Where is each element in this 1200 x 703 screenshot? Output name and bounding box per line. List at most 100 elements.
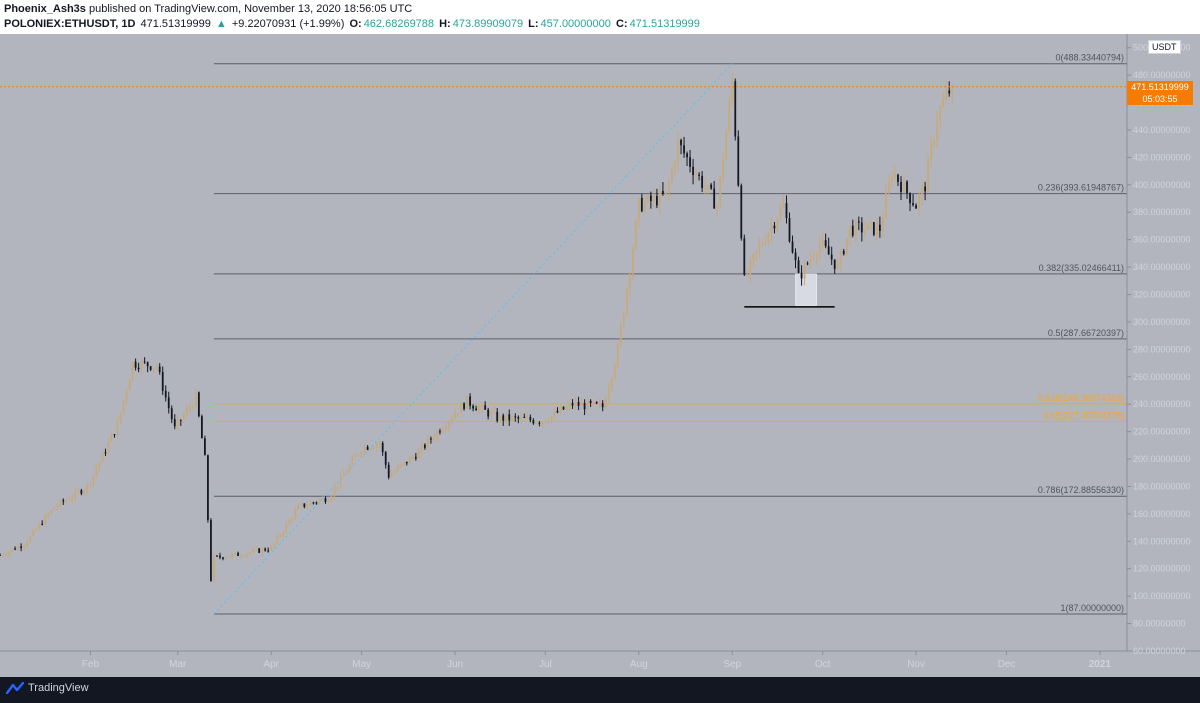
- candle-body: [704, 187, 707, 189]
- candle-body: [716, 205, 719, 209]
- candle-body: [375, 444, 378, 448]
- candles: [0, 73, 954, 583]
- candle-body: [336, 486, 339, 488]
- candle-body: [770, 225, 773, 234]
- tradingview-logo-icon: [6, 682, 24, 694]
- candle-body: [613, 365, 616, 378]
- candle-body: [430, 438, 432, 440]
- candle-body: [219, 555, 221, 558]
- x-tick-label: Apr: [263, 659, 279, 670]
- y-tick-label: 380.00000000: [1133, 207, 1191, 217]
- candle-body: [20, 546, 22, 548]
- candle-body: [559, 406, 562, 413]
- candle-body: [677, 139, 679, 163]
- candle-body: [387, 464, 390, 478]
- candle-body: [300, 503, 303, 505]
- candle-body: [258, 548, 261, 553]
- candle-body: [50, 509, 53, 514]
- candle-body: [761, 243, 764, 245]
- candle-body: [155, 366, 158, 368]
- tradingview-logo[interactable]: TradingView: [6, 682, 89, 694]
- candle-body: [445, 426, 447, 430]
- candle-body: [414, 456, 417, 459]
- candle-body: [915, 205, 917, 209]
- candle-body: [788, 217, 791, 242]
- candle-body: [782, 203, 785, 209]
- open-label: O:: [349, 18, 362, 30]
- candle-body: [8, 551, 10, 555]
- candle-body: [734, 81, 737, 137]
- x-tick-label: Jul: [539, 659, 552, 670]
- symbol-name: POLONIEX:ETHUSDT, 1D: [4, 18, 136, 30]
- candle-body: [384, 452, 387, 465]
- candle-body: [137, 367, 140, 370]
- candle-body: [86, 484, 89, 491]
- candle-body: [23, 546, 26, 548]
- candle-body: [918, 195, 920, 209]
- candle-body: [366, 446, 369, 450]
- candle-body: [161, 371, 164, 391]
- candle-body: [62, 500, 65, 502]
- candle-body: [143, 361, 146, 363]
- candle-body: [405, 461, 408, 464]
- candle-body: [345, 472, 348, 475]
- candle-body: [56, 505, 59, 508]
- candle-body: [44, 515, 47, 525]
- x-tick-label: Aug: [630, 659, 648, 670]
- candle-body: [369, 448, 372, 450]
- author-name[interactable]: Phoenix_Ash3s: [4, 3, 86, 15]
- candle-body: [607, 387, 610, 400]
- candle-body: [683, 145, 685, 154]
- candle-body: [791, 241, 794, 253]
- candle-body: [924, 186, 927, 192]
- chart-area[interactable]: 0(488.33440794) 0.236(393.61948767) 0.382(…: [0, 34, 1200, 677]
- candle-body: [442, 429, 444, 433]
- candle-body: [26, 542, 29, 547]
- candle-body: [692, 166, 694, 175]
- candle-body: [381, 442, 384, 453]
- chart-header: Phoenix_Ash3s published on TradingView.c…: [0, 0, 1200, 34]
- candle-body: [149, 366, 152, 370]
- candle-body: [152, 367, 155, 370]
- x-tick-label: Oct: [815, 659, 831, 670]
- candle-body: [827, 246, 830, 255]
- candle-body: [225, 557, 227, 559]
- candle-body: [749, 260, 752, 275]
- publisher-line: Phoenix_Ash3s published on TradingView.c…: [4, 3, 412, 15]
- candle-body: [466, 396, 468, 409]
- candle-body: [448, 420, 450, 427]
- candle-body: [255, 548, 258, 550]
- candle-body: [167, 397, 170, 409]
- candle-body: [921, 186, 923, 196]
- currency-label[interactable]: USDT: [1148, 40, 1181, 54]
- price-chart[interactable]: 0(488.33440794) 0.236(393.61948767) 0.382(…: [0, 34, 1200, 677]
- candle-body: [303, 503, 306, 507]
- candle-body: [722, 159, 725, 177]
- candle-body: [698, 174, 701, 176]
- candle-body: [469, 396, 471, 406]
- candle-body: [631, 248, 634, 275]
- candle-body: [339, 475, 342, 487]
- y-tick-label: 60.00000000: [1133, 646, 1186, 656]
- candle-body: [746, 274, 749, 276]
- candle-body: [872, 222, 875, 235]
- candle-body: [860, 222, 863, 233]
- change-arrow-icon: ▲: [215, 18, 227, 30]
- candle-body: [98, 462, 101, 469]
- candle-body: [740, 185, 743, 239]
- candle-body: [185, 408, 188, 415]
- candle-body: [680, 139, 682, 146]
- candle-body: [526, 417, 529, 419]
- candle-body: [197, 392, 200, 417]
- candle-body: [291, 518, 294, 521]
- candle-body: [451, 417, 453, 421]
- candle-body: [565, 406, 568, 410]
- candle-body: [601, 403, 604, 408]
- candle-body: [5, 554, 7, 556]
- high-value: 473.89909079: [452, 18, 524, 30]
- candle-body: [261, 548, 264, 553]
- candle-body: [487, 409, 490, 417]
- candle-body: [420, 444, 423, 451]
- candle-body: [640, 197, 643, 212]
- candle-body: [312, 502, 315, 504]
